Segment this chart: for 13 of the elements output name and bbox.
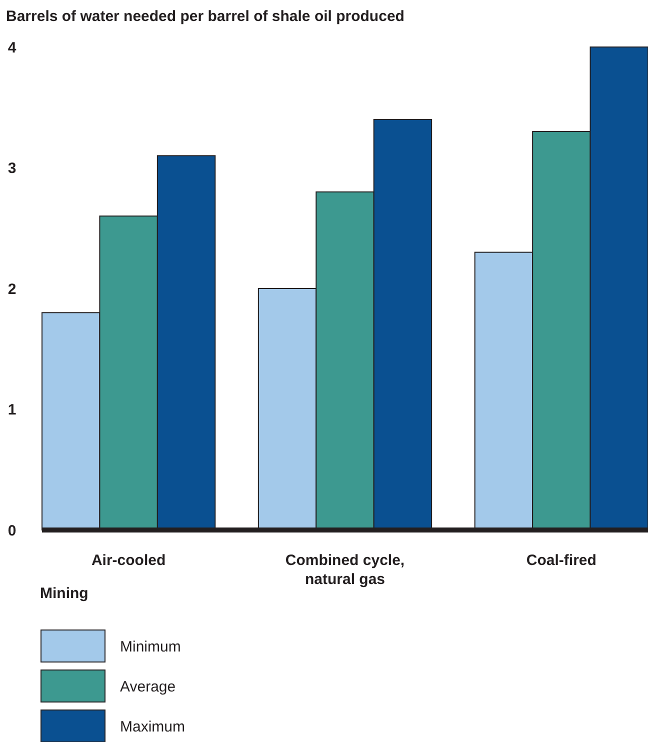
legend-label: Average	[120, 678, 176, 696]
legend-label: Minimum	[120, 638, 181, 656]
y-tick-label: 4	[8, 39, 17, 56]
y-tick-label: 3	[8, 160, 16, 177]
legend-title: Mining	[40, 585, 88, 602]
x-tick-label: Air-cooled	[91, 552, 166, 569]
legend-label: Maximum	[120, 718, 186, 736]
x-tick-label: Combined cycle, natural gas	[285, 552, 405, 588]
y-tick-label: 1	[8, 402, 16, 418]
y-tick-label: 2	[8, 280, 16, 298]
chart-title: Barrels of water needed per barrel of shale oil produced	[6, 8, 404, 25]
x-tick-label: Coal-fired	[526, 552, 596, 569]
y-tick-label: 0	[8, 522, 16, 540]
